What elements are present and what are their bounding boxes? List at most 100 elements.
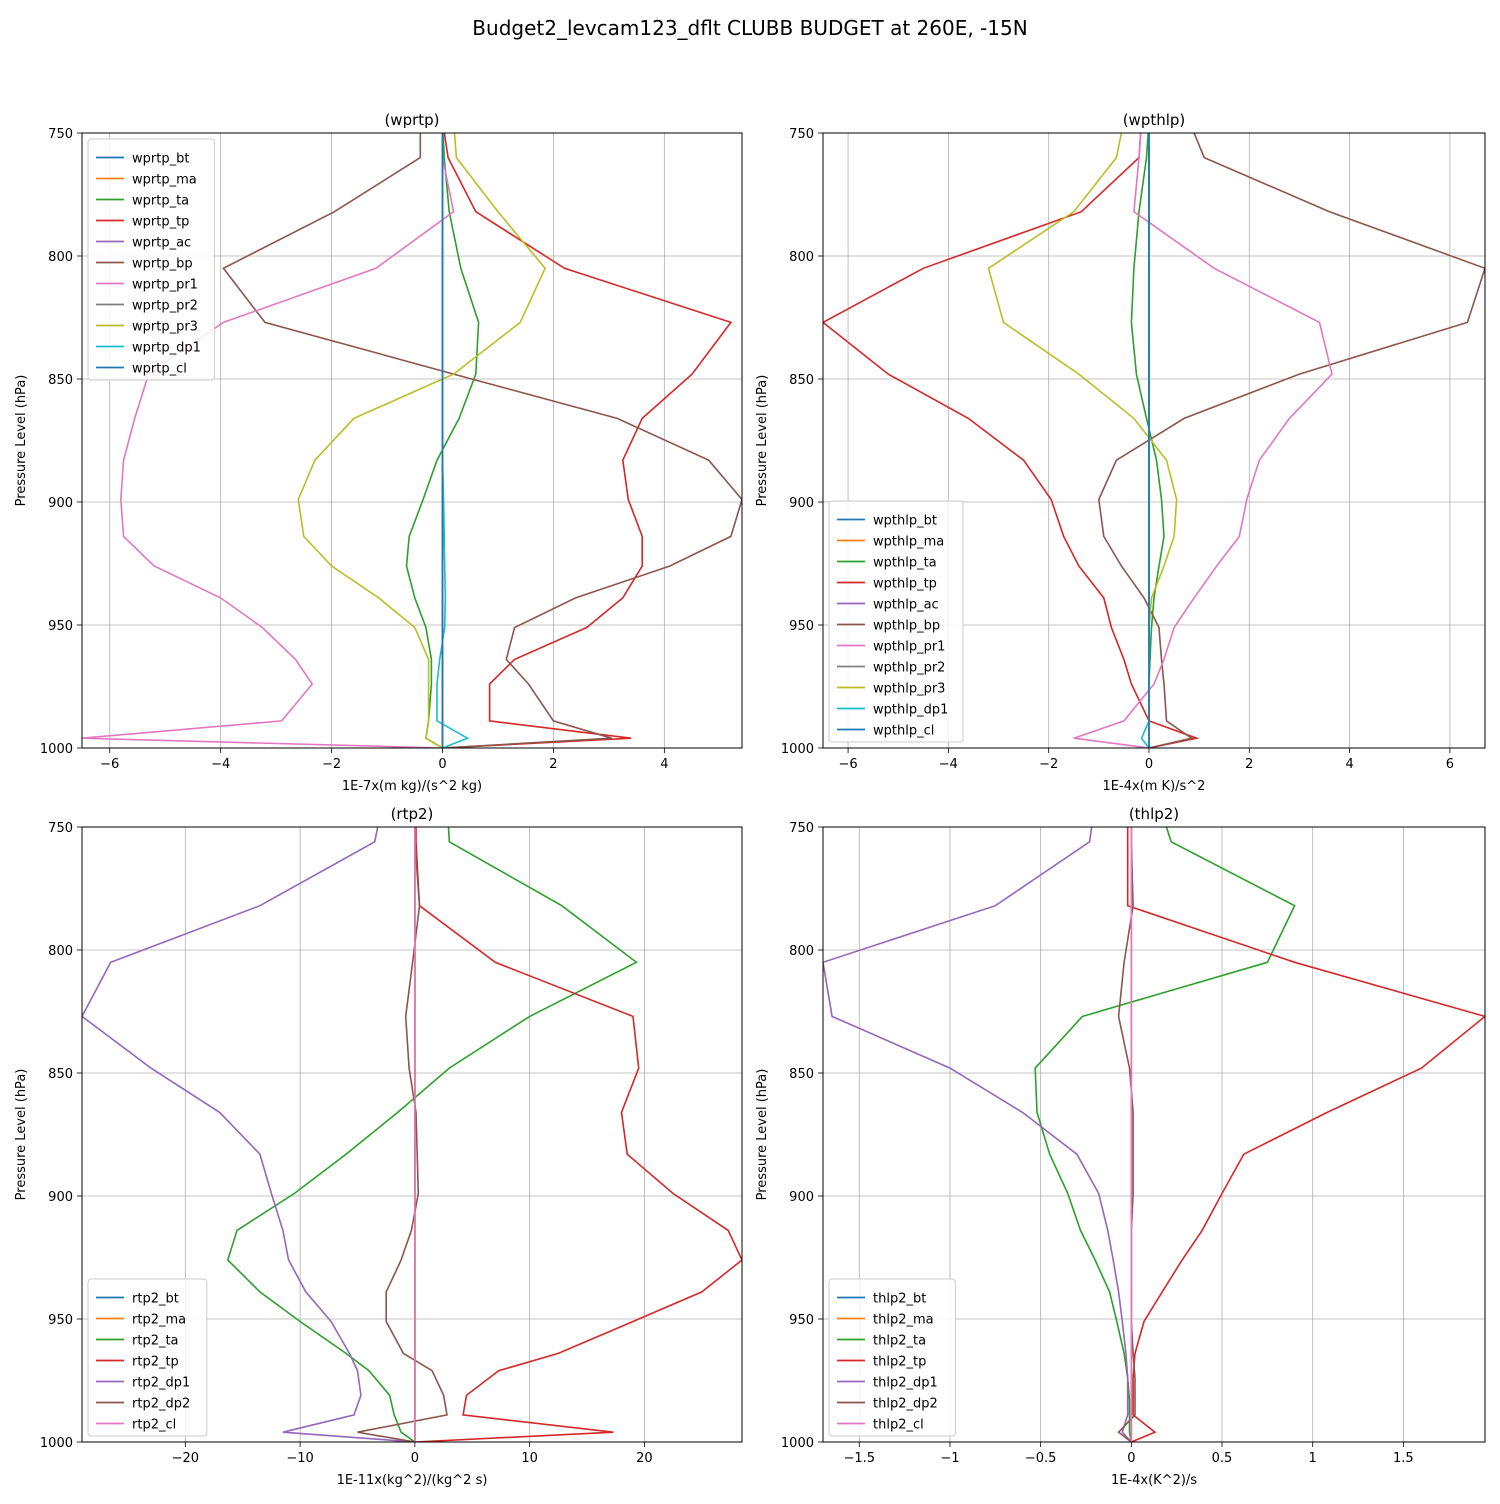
legend-label: wprtp_pr3 [132, 320, 198, 335]
legend-label: thlp2_tp [873, 1355, 926, 1370]
y-tick-label: 750 [789, 821, 814, 836]
series-line-rtp2_ta [226, 827, 638, 1442]
x-tick-label: −4 [939, 757, 958, 772]
x-tick-label: 1.5 [1393, 1451, 1414, 1466]
x-tick-label: −20 [172, 1451, 199, 1466]
legend-label: wpthlp_dp1 [873, 703, 948, 718]
y-tick-label: 950 [789, 1313, 814, 1328]
y-tick-label: 950 [48, 619, 73, 634]
x-tick-label: 6 [1446, 757, 1454, 772]
axes-frame [822, 826, 1486, 1443]
panel-title: (rtp2) [391, 805, 434, 823]
y-tick-label: 1000 [781, 1436, 814, 1451]
x-tick-label: −2 [322, 757, 341, 772]
x-tick-label: 10 [521, 1451, 538, 1466]
legend-label: thlp2_ma [873, 1313, 934, 1328]
legend-label: rtp2_tp [132, 1355, 179, 1370]
panel-3: −20 −10 0 10 20 750 800 850 900 950 1000 (rtp2) 1E-1… [14, 805, 743, 1488]
legend-label: wprtp_bt [132, 152, 189, 167]
legend-label: wpthlp_ma [873, 535, 944, 550]
axes-frame [81, 826, 743, 1443]
y-tick-label: 1000 [40, 1436, 73, 1451]
y-tick-label: 1000 [781, 742, 814, 757]
legend-label: thlp2_cl [873, 1418, 924, 1433]
legend-label: rtp2_dp1 [132, 1376, 190, 1391]
legend-label: thlp2_bt [873, 1292, 926, 1307]
legend-label: thlp2_dp2 [873, 1397, 938, 1412]
legend-label: thlp2_dp1 [873, 1376, 938, 1391]
series-line-rtp2_tp [414, 827, 742, 1442]
y-tick-label: 850 [48, 373, 73, 388]
y-tick-label: 750 [48, 127, 73, 142]
legend-label: wprtp_ac [132, 236, 191, 251]
y-tick-label: 850 [48, 1067, 73, 1082]
series-line-wprtp_dp1 [436, 133, 470, 748]
legend-label: rtp2_ma [132, 1313, 186, 1328]
series-line-thlp2_ta [1034, 827, 1296, 1442]
figure-title: Budget2_levcam123_dflt CLUBB BUDGET at 2… [472, 16, 1028, 40]
series-line-thlp2_dp1 [823, 827, 1132, 1442]
legend-label: wpthlp_pr1 [873, 640, 945, 655]
series-line-wprtp_ta [405, 133, 480, 748]
series-line-rtp2_dp2 [357, 827, 448, 1442]
panel-1: −6 −4 −2 0 2 4 750 800 850 900 950 1000 (wprtp) 1E-7x… [14, 111, 743, 794]
series-line-wprtp_tp [442, 133, 733, 748]
legend-label: wprtp_cl [132, 362, 187, 377]
y-tick-label: 800 [48, 944, 73, 959]
y-tick-label: 900 [789, 1190, 814, 1205]
series-line-thlp2_dp2 [1117, 827, 1136, 1442]
x-tick-label: −6 [100, 757, 119, 772]
legend-label: wprtp_ma [132, 173, 197, 188]
y-tick-label: 900 [48, 1190, 73, 1205]
x-tick-label: −2 [1039, 757, 1058, 772]
x-tick-label: −0.5 [1025, 1451, 1057, 1466]
y-tick-label: 850 [789, 1067, 814, 1082]
y-axis-label: Pressure Level (hPa) [755, 1069, 770, 1201]
panel-title: (thlp2) [1129, 805, 1179, 823]
y-axis-label: Pressure Level (hPa) [14, 1069, 29, 1201]
x-tick-label: 20 [636, 1451, 653, 1466]
series-line-wprtp_pr1 [82, 133, 455, 748]
x-axis-label: 1E-4x(m K)/s^2 [1103, 779, 1206, 794]
legend-label: wpthlp_bt [873, 514, 937, 529]
series-line-wpthlp_dp1 [1140, 133, 1150, 748]
x-tick-label: 0 [1127, 1451, 1135, 1466]
series-line-wprtp_pr3 [297, 133, 547, 748]
y-tick-label: 950 [789, 619, 814, 634]
x-tick-label: 4 [1345, 757, 1353, 772]
x-tick-label: 0 [411, 1451, 419, 1466]
x-tick-label: −1.5 [843, 1451, 875, 1466]
panel-title: (wpthlp) [1123, 111, 1186, 129]
x-tick-label: −4 [211, 757, 230, 772]
y-tick-label: 800 [789, 944, 814, 959]
x-tick-label: 1 [1309, 1451, 1317, 1466]
x-tick-label: 4 [660, 757, 668, 772]
y-tick-label: 900 [789, 496, 814, 511]
legend-label: wpthlp_tp [873, 577, 937, 592]
series-line-rtp2_dp1 [82, 827, 415, 1442]
panel-title: (wprtp) [384, 111, 439, 129]
x-tick-label: −6 [838, 757, 857, 772]
series-line-thlp2_tp [1126, 827, 1485, 1442]
series-line-wpthlp_bp [1097, 133, 1485, 748]
y-tick-label: 900 [48, 496, 73, 511]
legend-label: wpthlp_bp [873, 619, 940, 634]
panel-2: −6 −4 −2 0 2 4 6 750 800 850 900 950 1000 (wpthlp) 1E-… [755, 111, 1486, 794]
legend-label: wprtp_dp1 [132, 341, 201, 356]
y-axis-label: Pressure Level (hPa) [14, 375, 29, 507]
y-tick-label: 750 [48, 821, 73, 836]
legend: wpthlp_bt wpthlp_ma wpthlp_ta wpthlp_tpwpth… [828, 500, 964, 743]
x-tick-label: 2 [1245, 757, 1253, 772]
legend-label: rtp2_cl [132, 1418, 176, 1433]
legend-label: wpthlp_ta [873, 556, 937, 571]
legend-label: wpthlp_pr3 [873, 682, 945, 697]
legend-label: rtp2_bt [132, 1292, 179, 1307]
x-axis-label: 1E-11x(kg^2)/(kg^2 s) [337, 1473, 488, 1488]
y-tick-label: 950 [48, 1313, 73, 1328]
series-line-wprtp_bp [222, 133, 742, 748]
legend-label: wprtp_ta [132, 194, 189, 209]
legend-label: wpthlp_ac [873, 598, 939, 613]
y-tick-label: 800 [789, 250, 814, 265]
